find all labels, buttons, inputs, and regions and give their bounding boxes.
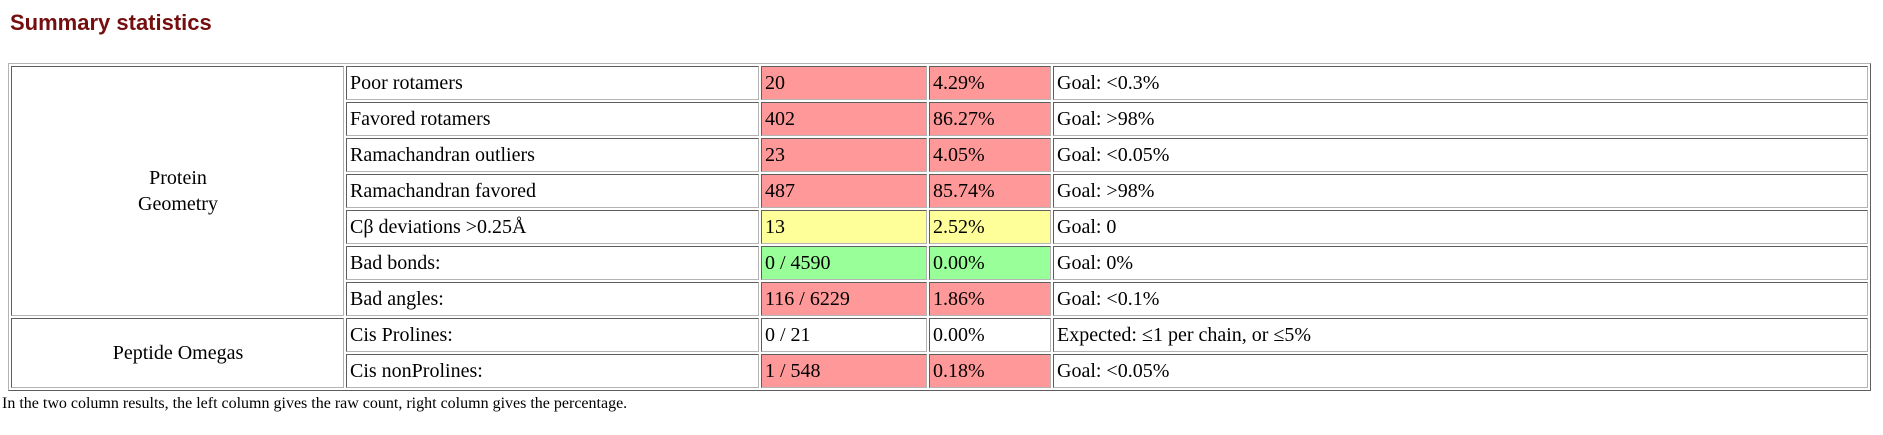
metric-cell: Bad angles: xyxy=(346,282,759,316)
table-row: Cβ deviations >0.25Å 13 2.52% Goal: 0 xyxy=(11,210,1868,244)
table-row: Peptide Omegas Cis Prolines: 0 / 21 0.00… xyxy=(11,318,1868,388)
metric-cell: Poor rotamers xyxy=(346,66,759,100)
table-row: Bad bonds: 0 / 4590 0.00% Goal: 0% xyxy=(11,246,1868,280)
metric-cell: Cis Prolines: xyxy=(346,318,759,352)
count-cell: 116 / 6229 xyxy=(761,282,927,316)
goal-cell: Goal: >98% xyxy=(1053,102,1868,136)
count-cell: 13 xyxy=(761,210,927,244)
page-title: Summary statistics xyxy=(10,10,212,35)
table-row: Ramachandran outliers 23 4.05% Goal: <0.… xyxy=(11,138,1868,172)
table-footnote: In the two column results, the left colu… xyxy=(2,395,628,412)
goal-cell: Expected: ≤1 per chain, or ≤5% xyxy=(1053,318,1868,352)
table-row: Cis nonProlines: 1 / 548 0.18% Goal: <0.… xyxy=(11,354,1868,388)
goal-cell: Goal: 0% xyxy=(1053,246,1868,280)
group-label-line: Peptide Omegas xyxy=(112,342,244,364)
summary-statistics-table: Protein Geometry Poor rotamers 20 4.29% … xyxy=(8,63,1871,391)
group-cell-peptide-omegas: Peptide Omegas xyxy=(11,318,344,388)
percent-cell: 86.27% xyxy=(929,102,1051,136)
metric-cell: Cβ deviations >0.25Å xyxy=(346,210,759,244)
percent-cell: 0.00% xyxy=(929,318,1051,352)
page: Summary statistics Protein Geometry Poor… xyxy=(2,10,1871,412)
percent-cell: 0.18% xyxy=(929,354,1051,388)
percent-cell: 85.74% xyxy=(929,174,1051,208)
table-row: Ramachandran favored 487 85.74% Goal: >9… xyxy=(11,174,1868,208)
goal-cell: Goal: <0.1% xyxy=(1053,282,1868,316)
count-cell: 487 xyxy=(761,174,927,208)
percent-cell: 4.29% xyxy=(929,66,1051,100)
count-cell: 0 / 4590 xyxy=(761,246,927,280)
goal-cell: Goal: <0.05% xyxy=(1053,138,1868,172)
group-label-line: Geometry xyxy=(138,193,218,215)
goal-cell: Goal: <0.3% xyxy=(1053,66,1868,100)
table-row: Protein Geometry Poor rotamers 20 4.29% … xyxy=(11,66,1868,316)
metric-cell: Ramachandran outliers xyxy=(346,138,759,172)
metric-cell: Bad bonds: xyxy=(346,246,759,280)
count-cell: 1 / 548 xyxy=(761,354,927,388)
percent-cell: 1.86% xyxy=(929,282,1051,316)
group-label-line: Protein xyxy=(149,167,207,189)
count-cell: 402 xyxy=(761,102,927,136)
table-row: Favored rotamers 402 86.27% Goal: >98% xyxy=(11,102,1868,136)
count-cell: 20 xyxy=(761,66,927,100)
percent-cell: 2.52% xyxy=(929,210,1051,244)
count-cell: 0 / 21 xyxy=(761,318,927,352)
goal-cell: Goal: >98% xyxy=(1053,174,1868,208)
group-cell-protein-geometry: Protein Geometry xyxy=(11,66,344,316)
metric-cell: Cis nonProlines: xyxy=(346,354,759,388)
goal-cell: Goal: <0.05% xyxy=(1053,354,1868,388)
metric-cell: Favored rotamers xyxy=(346,102,759,136)
percent-cell: 0.00% xyxy=(929,246,1051,280)
table-row: Bad angles: 116 / 6229 1.86% Goal: <0.1% xyxy=(11,282,1868,316)
metric-cell: Ramachandran favored xyxy=(346,174,759,208)
count-cell: 23 xyxy=(761,138,927,172)
percent-cell: 4.05% xyxy=(929,138,1051,172)
goal-cell: Goal: 0 xyxy=(1053,210,1868,244)
